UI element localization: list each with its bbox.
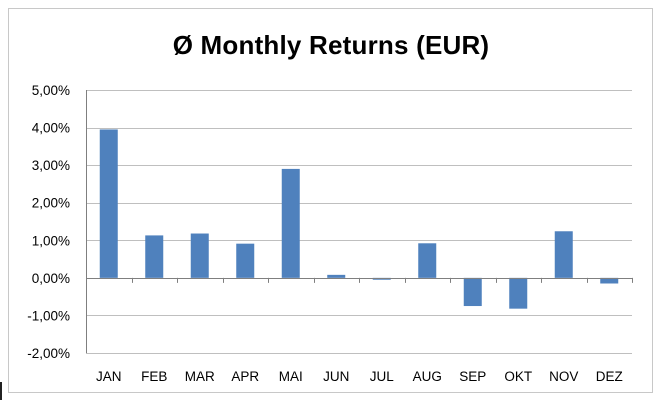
bar-jan: [99, 129, 118, 278]
bar-mai: [281, 168, 300, 278]
y-tick-label-3: 2,00%: [32, 196, 70, 211]
y-tick-label-5: 0,00%: [32, 271, 70, 286]
y-tick-label-4: 1,00%: [32, 233, 70, 248]
x-tick-label-dez: DEZ: [596, 369, 623, 384]
x-tick-label-okt: OKT: [504, 369, 532, 384]
bar-nov: [554, 231, 573, 278]
y-tick-label-2: 3,00%: [32, 158, 70, 173]
bar-dez: [600, 277, 619, 284]
x-tick-label-jan: JAN: [96, 369, 122, 384]
x-tick-label-apr: APR: [231, 369, 259, 384]
x-tick-label-aug: AUG: [413, 369, 442, 384]
bar-jun: [327, 274, 346, 278]
bar-okt: [509, 277, 528, 309]
x-tick-label-mar: MAR: [185, 369, 215, 384]
y-tick-label-1: 4,00%: [32, 121, 70, 136]
x-tick-label-jul: JUL: [370, 369, 394, 384]
bar-feb: [145, 235, 164, 278]
x-tick-label-sep: SEP: [459, 369, 486, 384]
x-tick-label-mai: MAI: [279, 369, 303, 384]
y-tick-label-0: 5,00%: [32, 83, 70, 98]
bar-aug: [418, 243, 437, 278]
bar-apr: [236, 243, 255, 278]
x-tick-label-nov: NOV: [549, 369, 578, 384]
chart-title: Ø Monthly Returns (EUR): [172, 30, 490, 60]
x-tick-label-jun: JUN: [323, 369, 349, 384]
bar-mar: [190, 233, 209, 278]
window-edge-mark: [0, 382, 2, 400]
y-tick-label-6: -1,00%: [27, 308, 70, 323]
x-tick-label-feb: FEB: [141, 369, 167, 384]
bar-sep: [463, 277, 482, 307]
y-tick-label-7: -2,00%: [27, 346, 70, 361]
